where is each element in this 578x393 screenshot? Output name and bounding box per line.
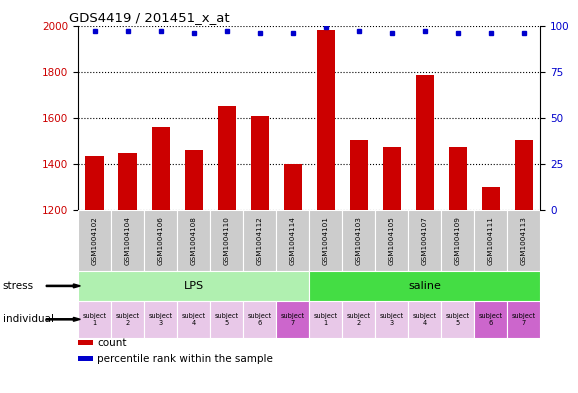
Bar — [184, 150, 203, 210]
Bar — [507, 210, 540, 271]
Text: GSM1004103: GSM1004103 — [356, 216, 362, 265]
Bar — [449, 147, 467, 210]
Text: percentile rank within the sample: percentile rank within the sample — [98, 354, 273, 364]
Text: GSM1004108: GSM1004108 — [191, 216, 197, 265]
Bar — [482, 187, 500, 210]
Text: GSM1004102: GSM1004102 — [91, 216, 98, 265]
Text: GSM1004113: GSM1004113 — [521, 216, 527, 265]
Bar — [243, 301, 276, 338]
Text: subject
4: subject 4 — [181, 313, 206, 326]
Bar — [317, 30, 335, 210]
Bar — [442, 210, 475, 271]
Text: subject
7: subject 7 — [281, 313, 305, 326]
Bar — [151, 127, 170, 210]
Text: subject
5: subject 5 — [446, 313, 470, 326]
Text: GSM1004106: GSM1004106 — [158, 216, 164, 265]
Bar — [78, 356, 92, 362]
Bar — [408, 210, 442, 271]
Bar — [342, 210, 375, 271]
Text: GSM1004105: GSM1004105 — [389, 216, 395, 265]
Bar — [78, 340, 92, 345]
Bar — [284, 164, 302, 210]
Text: GSM1004112: GSM1004112 — [257, 216, 262, 265]
Bar — [118, 153, 136, 210]
Bar — [475, 210, 507, 271]
Text: subject
4: subject 4 — [413, 313, 437, 326]
Text: subject
5: subject 5 — [214, 313, 239, 326]
Text: subject
3: subject 3 — [380, 313, 404, 326]
Text: GSM1004101: GSM1004101 — [323, 216, 329, 265]
Text: subject
1: subject 1 — [314, 313, 338, 326]
Bar — [416, 75, 434, 210]
Bar — [251, 116, 269, 210]
Text: GSM1004114: GSM1004114 — [290, 216, 296, 265]
Bar — [217, 107, 236, 210]
Bar — [78, 301, 111, 338]
Text: individual: individual — [3, 314, 54, 324]
Text: subject
6: subject 6 — [247, 313, 272, 326]
Bar — [210, 301, 243, 338]
Bar — [350, 140, 368, 210]
Bar — [210, 210, 243, 271]
Bar — [309, 301, 342, 338]
Text: subject
7: subject 7 — [512, 313, 536, 326]
Bar — [383, 147, 401, 210]
Bar — [408, 301, 442, 338]
Bar — [111, 301, 144, 338]
Bar — [144, 301, 177, 338]
Text: subject
2: subject 2 — [347, 313, 371, 326]
Text: GDS4419 / 201451_x_at: GDS4419 / 201451_x_at — [69, 11, 229, 24]
Bar — [86, 156, 103, 210]
Text: GSM1004110: GSM1004110 — [224, 216, 229, 265]
Text: subject
6: subject 6 — [479, 313, 503, 326]
Text: saline: saline — [409, 281, 441, 291]
Text: stress: stress — [3, 281, 34, 291]
Text: subject
1: subject 1 — [83, 313, 106, 326]
Text: GSM1004104: GSM1004104 — [125, 216, 131, 265]
Bar — [507, 301, 540, 338]
Bar — [144, 210, 177, 271]
Bar — [475, 301, 507, 338]
Bar — [375, 301, 408, 338]
Bar — [442, 301, 475, 338]
Text: subject
3: subject 3 — [149, 313, 173, 326]
Bar — [375, 210, 408, 271]
Bar — [276, 210, 309, 271]
Bar — [177, 210, 210, 271]
Text: subject
2: subject 2 — [116, 313, 140, 326]
Bar — [78, 271, 309, 301]
Bar — [515, 140, 533, 210]
Bar — [342, 301, 375, 338]
Text: LPS: LPS — [184, 281, 203, 291]
Bar — [111, 210, 144, 271]
Text: GSM1004111: GSM1004111 — [488, 216, 494, 265]
Text: count: count — [98, 338, 127, 348]
Bar — [243, 210, 276, 271]
Bar — [276, 301, 309, 338]
Bar — [309, 210, 342, 271]
Text: GSM1004109: GSM1004109 — [455, 216, 461, 265]
Bar — [177, 301, 210, 338]
Bar — [78, 210, 111, 271]
Text: GSM1004107: GSM1004107 — [422, 216, 428, 265]
Bar — [309, 271, 540, 301]
